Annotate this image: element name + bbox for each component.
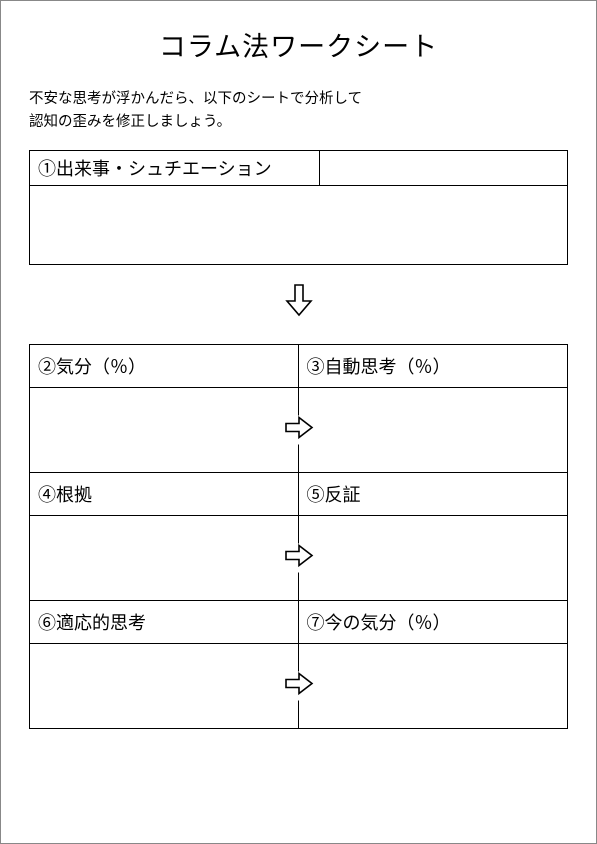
grid-body-adaptive — [30, 644, 299, 728]
grid-header-counter: ⑤反証 — [299, 473, 568, 516]
grid-body-row-1 — [30, 388, 567, 472]
grid-header-evidence: ④根拠 — [30, 473, 299, 516]
page-title: コラム法ワークシート — [29, 25, 568, 64]
right-arrow-icon-2 — [284, 544, 314, 573]
instructions-line-1: 不安な思考が浮かんだら、以下のシートで分析して — [29, 88, 568, 111]
grid-header-row-1: ②気分（％） ③自動思考（％） — [30, 345, 567, 388]
analysis-grid: ②気分（％） ③自動思考（％） ④根拠 ⑤反証 — [29, 344, 568, 729]
grid-header-mood: ②気分（％） — [30, 345, 299, 388]
right-arrow-icon-3 — [284, 672, 314, 701]
grid-header-adaptive: ⑥適応的思考 — [30, 601, 299, 644]
grid-body-counter — [299, 516, 568, 600]
grid-body-autothought — [299, 388, 568, 472]
right-arrow-icon-1 — [284, 416, 314, 445]
grid-body-mood — [30, 388, 299, 472]
instructions: 不安な思考が浮かんだら、以下のシートで分析して 認知の歪みを修正しましょう。 — [29, 88, 568, 134]
grid-body-row-2 — [30, 516, 567, 600]
down-arrow-container — [29, 283, 568, 322]
instructions-line-2: 認知の歪みを修正しましょう。 — [29, 111, 568, 134]
section-1-box: ①出来事・シュチエーション — [29, 150, 568, 265]
section-1-header: ①出来事・シュチエーション — [30, 151, 320, 185]
grid-body-evidence — [30, 516, 299, 600]
section-1-body — [30, 186, 567, 264]
down-arrow-icon — [285, 283, 313, 322]
worksheet-page: コラム法ワークシート 不安な思考が浮かんだら、以下のシートで分析して 認知の歪み… — [0, 0, 597, 844]
grid-body-row-3 — [30, 644, 567, 728]
grid-header-autothought: ③自動思考（％） — [299, 345, 568, 388]
grid-header-row-2: ④根拠 ⑤反証 — [30, 472, 567, 516]
grid-body-moodnow — [299, 644, 568, 728]
grid-header-row-3: ⑥適応的思考 ⑦今の気分（％） — [30, 600, 567, 644]
grid-header-moodnow: ⑦今の気分（％） — [299, 601, 568, 644]
section-1-header-row: ①出来事・シュチエーション — [30, 151, 567, 186]
